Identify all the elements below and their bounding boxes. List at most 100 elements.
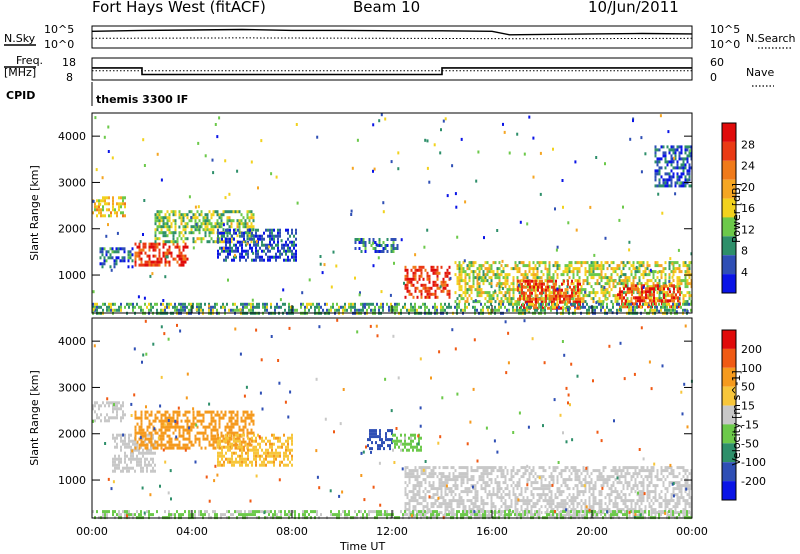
scatter-cell (526, 302, 528, 306)
scatter-cell (530, 493, 533, 497)
scatter-cell (518, 300, 521, 304)
scatter-cell (231, 451, 233, 455)
scatter-cell (129, 253, 132, 257)
scatter-cell (590, 273, 593, 277)
scatter-cell (134, 416, 137, 420)
scatter-cell (232, 431, 235, 435)
scatter-cell (654, 264, 657, 268)
scatter-cell (546, 302, 548, 306)
scatter-cell (540, 505, 543, 509)
scatter-cell (454, 469, 457, 473)
scatter-cell (476, 294, 479, 298)
scatter-cell (314, 305, 316, 309)
scatter-cell (460, 490, 463, 494)
scatter-cell (94, 410, 96, 414)
scatter-cell (454, 273, 457, 277)
scatter-cell (404, 436, 406, 440)
speckle-cell (380, 113, 383, 117)
scatter-cell (673, 287, 675, 291)
scatter-cell (144, 437, 147, 441)
scatter-cell (518, 291, 521, 295)
scatter-cell (494, 493, 497, 497)
scatter-cell (631, 293, 633, 297)
scatter-cell (584, 261, 587, 265)
scatter-cell (394, 433, 396, 437)
scatter-cell (666, 172, 669, 176)
scatter-cell (162, 234, 165, 238)
scatter-cell (656, 276, 659, 280)
scatter-cell (253, 433, 255, 437)
scatter-cell (168, 213, 171, 217)
scatter-cell (472, 261, 475, 265)
scatter-cell (194, 437, 197, 441)
scatter-cell (394, 308, 396, 312)
scatter-cell (283, 442, 285, 446)
scatter-cell (566, 264, 569, 268)
scatter-cell (148, 254, 151, 258)
scatter-cell (243, 255, 245, 259)
scatter-cell (255, 445, 257, 449)
speckle-cell (194, 205, 197, 209)
scatter-cell (428, 475, 431, 479)
scatter-cell (127, 250, 130, 254)
scatter-cell (114, 469, 116, 473)
scatter-cell (639, 296, 641, 300)
scatter-cell (536, 267, 539, 271)
scatter-cell (541, 279, 543, 283)
scatter-cell (422, 508, 425, 512)
scatter-cell (218, 416, 221, 420)
scatter-cell (434, 493, 437, 497)
scatter-cell (200, 308, 202, 312)
scatter-cell (488, 472, 491, 476)
speckle-cell (451, 164, 454, 168)
scatter-cell (492, 490, 495, 494)
scatter-cell (392, 308, 394, 312)
speckle-cell (667, 130, 670, 134)
speckle-cell (671, 262, 674, 266)
scatter-cell (682, 261, 685, 265)
scatter-cell (446, 274, 449, 278)
scatter-cell (662, 300, 665, 304)
scatter-cell (434, 502, 437, 506)
scatter-cell (414, 433, 416, 437)
scatter-cell (422, 277, 425, 281)
scatter-cell (264, 302, 266, 306)
speckle-cell (433, 143, 436, 147)
scatter-cell (432, 466, 435, 470)
scatter-cell (408, 511, 411, 515)
scatter-cell (253, 451, 255, 455)
scatter-cell (102, 401, 104, 405)
scatter-cell (232, 219, 235, 223)
scatter-cell (229, 457, 231, 461)
scatter-cell (552, 469, 555, 473)
scatter-cell (444, 502, 447, 506)
scatter-cell (686, 267, 689, 271)
scatter-cell (667, 293, 669, 297)
scatter-cell (521, 282, 523, 286)
scatter-cell (244, 410, 247, 414)
scatter-cell (247, 445, 249, 449)
scatter-cell (174, 245, 177, 249)
scatter-cell (590, 270, 593, 274)
scatter-cell (474, 490, 477, 494)
scatter-cell (632, 279, 635, 283)
scatter-cell (381, 438, 383, 442)
scatter-cell (550, 276, 553, 280)
scatter-cell (622, 261, 625, 265)
scatter-cell (512, 302, 514, 306)
scatter-cell (387, 438, 389, 442)
scatter-cell (156, 245, 159, 249)
scatter-cell (434, 280, 437, 284)
scatter-cell (242, 410, 245, 414)
scatter-cell (600, 267, 603, 271)
scatter-cell (302, 302, 304, 306)
scatter-cell (124, 457, 126, 461)
scatter-cell (176, 240, 179, 244)
scatter-cell (228, 410, 231, 414)
scatter-cell (532, 475, 535, 479)
scatter-cell (420, 274, 423, 278)
scatter-cell (472, 305, 474, 309)
scatter-cell (532, 493, 535, 497)
scatter-cell (172, 425, 175, 429)
scatter-cell (516, 469, 519, 473)
